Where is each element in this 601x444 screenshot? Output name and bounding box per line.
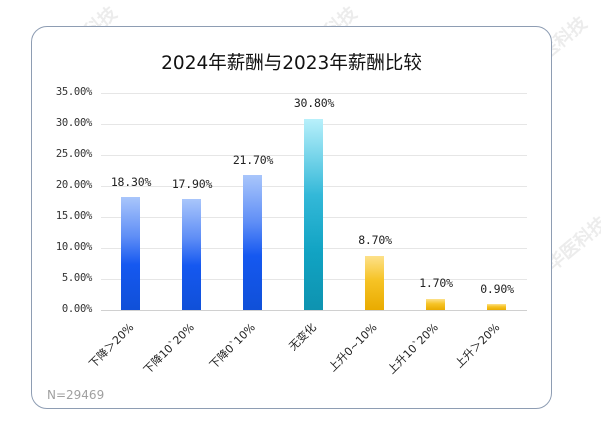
value-label: 21.70% bbox=[232, 153, 274, 167]
bar-decrease-over-20 bbox=[121, 197, 140, 310]
y-tick: 0.00% bbox=[61, 303, 92, 315]
x-axis-line bbox=[101, 310, 527, 311]
bar-increase-over-20 bbox=[487, 304, 506, 310]
y-tick: 30.00% bbox=[55, 117, 92, 129]
y-tick: 25.00% bbox=[55, 148, 92, 160]
bar-decrease-10-20 bbox=[182, 199, 201, 310]
y-tick: 35.00% bbox=[55, 86, 92, 98]
y-tick: 5.00% bbox=[61, 272, 92, 284]
chart-title: 2024年薪酬与2023年薪酬比较 bbox=[161, 53, 422, 74]
y-tick: 20.00% bbox=[55, 179, 92, 191]
value-label: 17.90% bbox=[171, 177, 213, 191]
value-label: 30.80% bbox=[293, 96, 335, 110]
value-label: 1.70% bbox=[419, 276, 453, 290]
bar-no-change bbox=[304, 119, 323, 310]
value-label: 8.70% bbox=[358, 233, 392, 247]
value-label: 18.30% bbox=[110, 175, 152, 189]
value-label: 0.90% bbox=[480, 282, 514, 296]
y-tick: 10.00% bbox=[55, 241, 92, 253]
bar-increase-0-10 bbox=[365, 256, 384, 310]
y-tick: 15.00% bbox=[55, 210, 92, 222]
gridline bbox=[101, 93, 527, 94]
bar-decrease-0-10 bbox=[243, 175, 262, 310]
sample-size-note: N=29469 bbox=[47, 388, 105, 402]
bar-increase-10-20 bbox=[426, 299, 445, 310]
